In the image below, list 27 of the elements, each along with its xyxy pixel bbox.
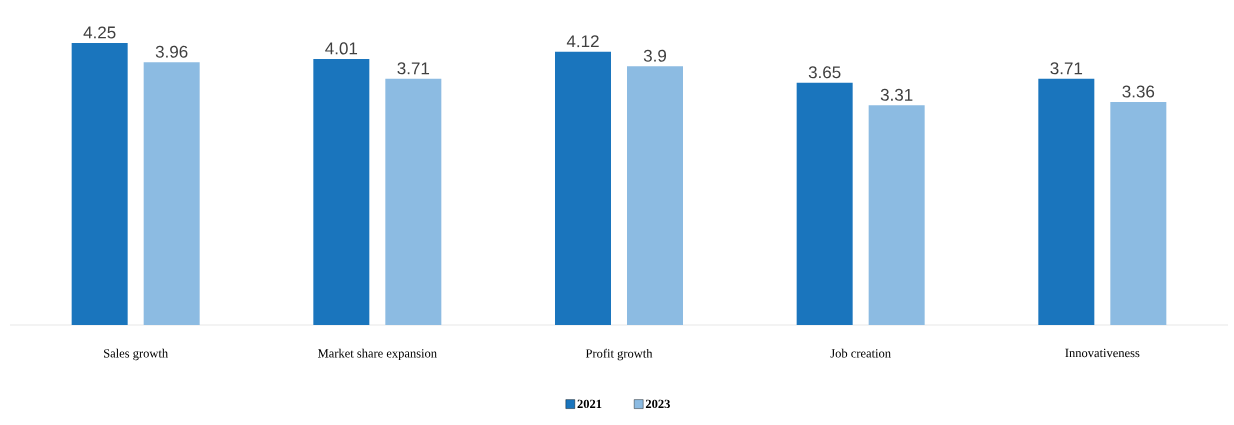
bar: [385, 78, 442, 325]
data-label: 3.36: [1122, 85, 1155, 98]
bar: [555, 51, 611, 325]
data-label: 3.71: [1050, 62, 1083, 75]
bar: [1110, 102, 1167, 325]
legend-label: 2023: [645, 399, 670, 409]
data-label: 4.25: [83, 26, 116, 39]
data-label: 3.65: [808, 66, 841, 79]
x-tick-label: Profit growth: [585, 348, 653, 361]
bar: [1038, 78, 1095, 325]
data-label: 3.31: [880, 88, 913, 101]
bar: [71, 43, 128, 325]
data-label: 3.9: [643, 49, 667, 62]
data-label: 4.12: [566, 35, 599, 48]
data-label: 4.01: [325, 42, 358, 55]
bar: [627, 66, 683, 325]
legend-label: 2021: [577, 399, 602, 409]
x-tick-label: Market share expansion: [317, 348, 437, 361]
data-label: 3.96: [155, 45, 188, 58]
bar: [796, 82, 853, 325]
x-tick-label: Job creation: [830, 348, 891, 358]
bar: [143, 62, 200, 325]
data-label: 3.71: [397, 62, 430, 75]
x-tick-label: Sales growth: [104, 348, 168, 361]
bar: [313, 58, 370, 325]
bar: [868, 105, 925, 325]
x-tick-label: Innovativeness: [1065, 348, 1140, 358]
